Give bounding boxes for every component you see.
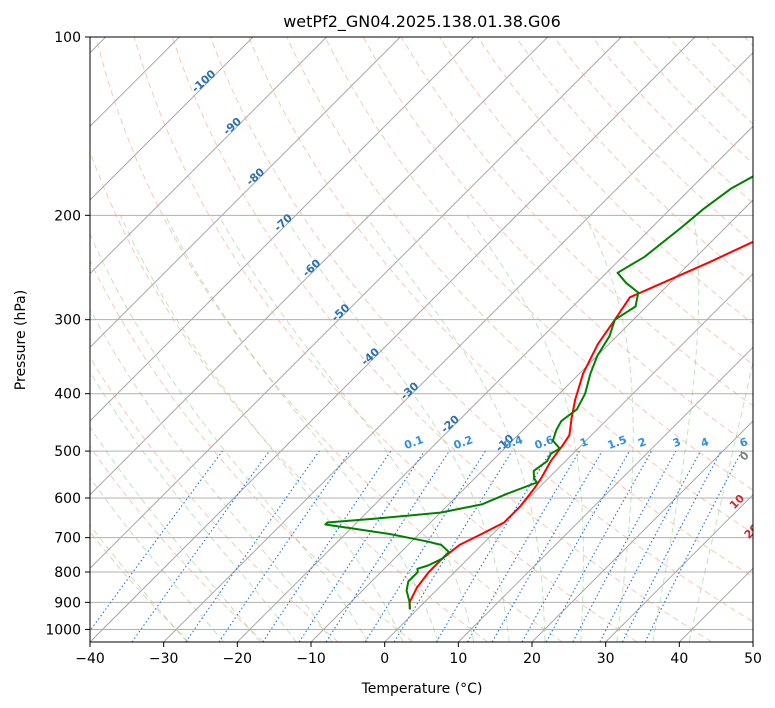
moist-adiabat-line bbox=[90, 426, 261, 642]
x-tick-label: −20 bbox=[223, 651, 253, 667]
mixing-ratio-label: 3 bbox=[671, 435, 683, 450]
mixing-ratio-label: 0.6 bbox=[533, 433, 556, 452]
plot-frame bbox=[89, 36, 754, 643]
moist-adiabat-line bbox=[90, 232, 369, 642]
y-tick-label: 400 bbox=[54, 387, 81, 403]
moist-adiabat-line bbox=[90, 370, 297, 642]
x-tick-label: −40 bbox=[75, 651, 105, 667]
x-axis-label: Temperature (°C) bbox=[361, 681, 483, 697]
mixing-ratio-line bbox=[90, 450, 223, 632]
y-tick-label: 1000 bbox=[45, 622, 81, 638]
x-tick-label: −10 bbox=[296, 651, 326, 667]
mixing-ratio-line bbox=[325, 450, 450, 642]
isotherm-line bbox=[605, 493, 753, 642]
mixing-ratio-line bbox=[644, 450, 743, 642]
isotherm-line bbox=[236, 125, 753, 642]
mixing-ratio-line bbox=[545, 450, 653, 642]
mixing-ratio-line bbox=[298, 450, 425, 642]
y-tick-label: 800 bbox=[54, 565, 81, 581]
x-tick-label: 40 bbox=[670, 651, 688, 667]
isotherm-line bbox=[163, 51, 753, 642]
mixing-ratio-label: 0.1 bbox=[402, 433, 425, 452]
y-axis-label: Pressure (hPa) bbox=[13, 290, 29, 390]
dewpoint-profile-line bbox=[324, 175, 753, 610]
dry-adiabat-line bbox=[95, 37, 563, 642]
isotherm-line bbox=[90, 37, 549, 496]
x-tick-label: 50 bbox=[744, 651, 762, 667]
moist-adiabat-line bbox=[90, 308, 333, 642]
moist-adiabat-line bbox=[218, 215, 475, 642]
isotherm-line bbox=[457, 346, 753, 642]
moist-adiabat-line bbox=[120, 215, 404, 642]
dry-adiabat-line bbox=[90, 356, 339, 642]
moist-adiabat-label: 20 bbox=[742, 521, 762, 541]
moist-adiabat-line bbox=[466, 215, 584, 642]
moist-adiabat-line bbox=[652, 215, 700, 642]
y-tick-label: 900 bbox=[54, 595, 81, 611]
mixing-ratio-line bbox=[218, 450, 351, 642]
background-lines bbox=[90, 37, 753, 642]
isotherm-line bbox=[90, 37, 622, 570]
mixing-ratio-label: 2 bbox=[636, 435, 648, 450]
dry-adiabat-line bbox=[133, 37, 638, 642]
x-tick-label: 20 bbox=[523, 651, 541, 667]
mixing-ratio-label: 6 bbox=[738, 435, 750, 450]
y-axis-ticks: 100 200 300 400 500 600 700 800 900 1000 bbox=[45, 30, 90, 638]
dry-adiabat-line bbox=[324, 37, 753, 491]
dry-adiabat-line bbox=[90, 259, 414, 642]
moist-adiabat-line bbox=[583, 215, 634, 642]
x-tick-label: 10 bbox=[449, 651, 467, 667]
moist-adiabat-line bbox=[164, 215, 439, 642]
dry-adiabat-line bbox=[171, 37, 712, 642]
dry-adiabat-line bbox=[286, 37, 753, 534]
isotherm-line bbox=[531, 420, 753, 642]
dry-adiabat-line bbox=[515, 37, 753, 284]
isotherm-line bbox=[90, 37, 254, 201]
mixing-ratio-label: 1 bbox=[578, 435, 590, 450]
isotherm-line bbox=[384, 272, 753, 642]
moist-adiabat-line bbox=[364, 215, 546, 642]
isotherm-line bbox=[90, 37, 475, 422]
chart-title: wetPf2_GN04.2025.138.01.38.G06 bbox=[283, 12, 561, 32]
moist-adiabat-line bbox=[283, 215, 510, 642]
mixing-ratio-line bbox=[131, 450, 270, 642]
dry-adiabat-line bbox=[90, 445, 264, 642]
mixing-ratio-label: 0.2 bbox=[452, 433, 475, 452]
moist-adiabat-line bbox=[90, 476, 225, 642]
mixing-ratio-line bbox=[262, 450, 392, 642]
dry-adiabat-line bbox=[210, 37, 753, 623]
y-tick-label: 600 bbox=[54, 491, 81, 507]
x-tick-label: 0 bbox=[380, 651, 389, 667]
temperature-profile-line bbox=[408, 240, 753, 610]
y-tick-label: 100 bbox=[54, 30, 81, 46]
mixing-ratio-line bbox=[393, 450, 513, 642]
y-tick-label: 500 bbox=[54, 444, 81, 460]
x-axis-ticks: −40 −30 −20 −10 0 10 20 30 40 50 bbox=[75, 642, 762, 667]
mixing-ratio-label: 4 bbox=[699, 435, 711, 450]
mixing-ratio-label: 1.5 bbox=[606, 433, 629, 452]
mixing-ratio-line bbox=[521, 450, 630, 642]
y-tick-label: 200 bbox=[54, 208, 81, 224]
dry-adiabat-line bbox=[248, 37, 753, 578]
mixing-ratio-label: 0.4 bbox=[502, 433, 525, 452]
sounding-profiles bbox=[324, 175, 753, 610]
x-tick-label: 30 bbox=[597, 651, 615, 667]
mixing-ratio-line bbox=[572, 450, 677, 642]
moist-adiabat-label: 30 bbox=[751, 556, 771, 576]
isotherm-line bbox=[90, 37, 328, 275]
isotherm-line bbox=[90, 37, 401, 349]
x-tick-label: −30 bbox=[149, 651, 179, 667]
mixing-ratio-line bbox=[185, 450, 320, 642]
isotherm-line bbox=[90, 37, 696, 642]
y-tick-label: 300 bbox=[54, 313, 81, 329]
y-tick-label: 700 bbox=[54, 531, 81, 547]
